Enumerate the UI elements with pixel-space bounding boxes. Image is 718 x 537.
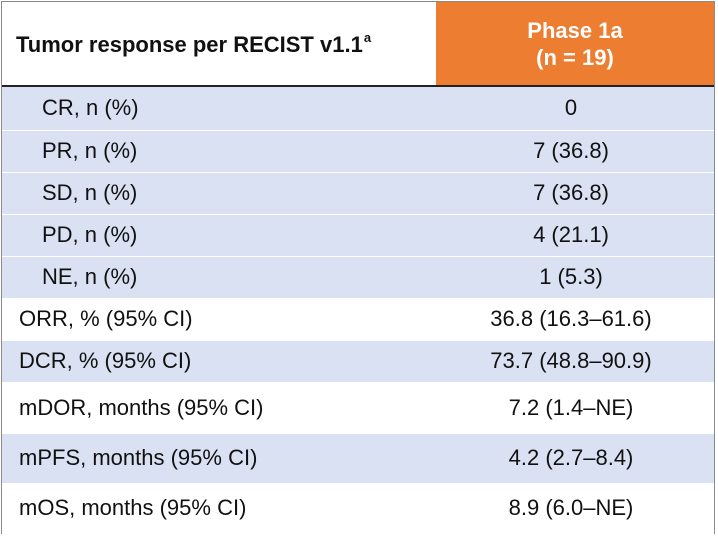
header-label-cell: Tumor response per RECIST v1.1a [2,2,436,87]
row-label: NE, n (%) [42,264,138,289]
table-row-mos: mOS, months (95% CI) 8.9 (6.0–NE) [2,483,714,533]
row-label: DCR, % (95% CI) [19,348,192,373]
row-value: 7 (36.8) [533,180,609,205]
row-value: 4 (21.1) [533,222,609,247]
row-value: 4.2 (2.7–8.4) [508,445,634,470]
table-row-sd: SD, n (%) 7 (36.8) [2,172,714,214]
row-label: ORR, % (95% CI) [19,306,193,331]
table-header-row: Tumor response per RECIST v1.1a Phase 1a… [2,2,714,87]
row-value: 36.8 (16.3–61.6) [490,306,652,331]
phase-sample-size: (n = 19) [536,44,614,70]
table-row-mdor: mDOR, months (95% CI) 7.2 (1.4–NE) [2,382,714,433]
row-value: 1 (5.3) [539,264,603,289]
phase-title: Phase 1a [527,17,623,43]
row-value: 7 (36.8) [533,138,609,163]
table-row-dcr: DCR, % (95% CI) 73.7 (48.8–90.9) [2,340,714,382]
row-label: mDOR, months (95% CI) [19,394,264,420]
row-value: 7.2 (1.4–NE) [508,394,634,420]
table-row-pr: PR, n (%) 7 (36.8) [2,130,714,172]
table-row-ne: NE, n (%) 1 (5.3) [2,256,714,298]
phase-header-cell: Phase 1a (n = 19) [436,2,714,87]
row-label: PR, n (%) [42,138,138,163]
table-row-mpfs: mPFS, months (95% CI) 4.2 (2.7–8.4) [2,433,714,483]
row-label: PD, n (%) [42,222,138,247]
header-footnote-marker: a [363,29,372,45]
table-row-pd: PD, n (%) 4 (21.1) [2,214,714,256]
row-value: 0 [564,95,578,121]
row-label: mOS, months (95% CI) [19,495,247,520]
row-value: 8.9 (6.0–NE) [508,495,634,520]
table-row-cr: CR, n (%) 0 [2,86,714,130]
row-label: CR, n (%) [42,95,139,121]
header-label: Tumor response per RECIST v1.1 [16,31,363,57]
row-label: mPFS, months (95% CI) [19,445,258,470]
table-row-orr: ORR, % (95% CI) 36.8 (16.3–61.6) [2,298,714,340]
row-value: 73.7 (48.8–90.9) [490,348,652,373]
row-label: SD, n (%) [42,180,138,205]
